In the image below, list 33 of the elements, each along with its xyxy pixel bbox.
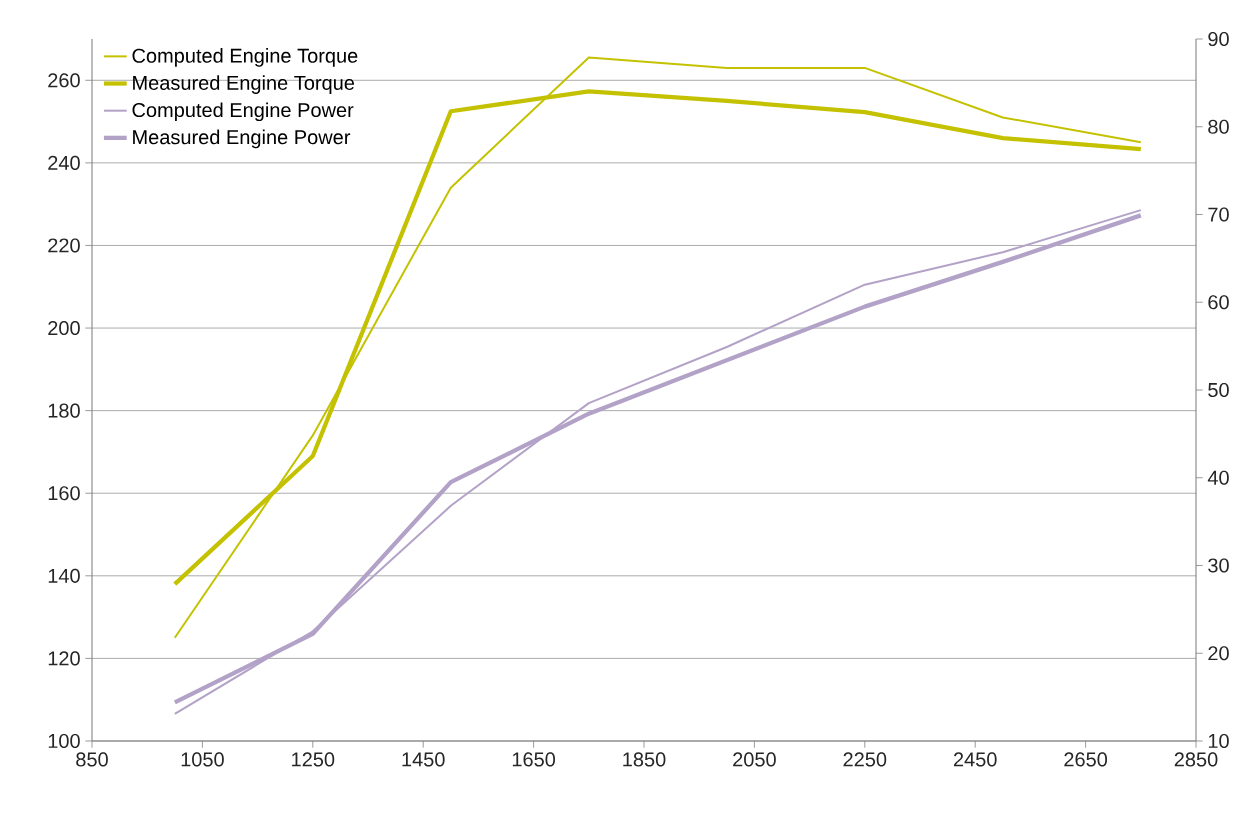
x-tick-label: 2850 xyxy=(1174,752,1218,767)
x-tick-label: 1250 xyxy=(292,752,335,767)
y-tick-label: 200 xyxy=(48,320,80,336)
x-tick-label: 2250 xyxy=(843,752,887,767)
y2-tick-label: 80 xyxy=(1208,119,1229,134)
y-tick-label: 240 xyxy=(48,155,80,170)
y2-tick-label: 90 xyxy=(1208,31,1229,47)
y-tick-label: 120 xyxy=(48,651,80,666)
legend-label: Measured Engine Torque xyxy=(133,75,355,94)
x-tick-label: 1650 xyxy=(512,752,556,767)
y2-tick-label: 70 xyxy=(1208,207,1229,222)
legend-label: Computed Engine Power xyxy=(132,102,354,122)
y-tick-label: 100 xyxy=(48,733,80,749)
x-tick-label: 1450 xyxy=(402,752,445,767)
legend-label: Measured Engine Power xyxy=(133,129,351,149)
y2-tick-label: 30 xyxy=(1208,558,1229,573)
x-tick-label: 2050 xyxy=(733,752,776,767)
x-tick-label: 2650 xyxy=(1064,752,1108,767)
x-tick-label: 850 xyxy=(76,752,108,767)
x-tick-label: 1050 xyxy=(181,752,224,767)
x-tick-label: 1850 xyxy=(623,752,666,767)
y-tick-label: 220 xyxy=(48,238,80,253)
x-tick-label: 2450 xyxy=(953,752,997,767)
legend-label: Computed Engine Torque xyxy=(132,48,358,67)
y-tick-label: 180 xyxy=(48,403,80,418)
y-tick-label: 260 xyxy=(48,73,80,88)
y2-tick-label: 50 xyxy=(1208,382,1229,398)
y2-tick-label: 10 xyxy=(1208,733,1229,749)
y2-tick-label: 60 xyxy=(1208,295,1229,310)
y-tick-label: 160 xyxy=(48,486,80,501)
y2-tick-label: 40 xyxy=(1207,470,1229,485)
y2-tick-label: 20 xyxy=(1208,646,1229,661)
y-tick-label: 140 xyxy=(48,568,80,583)
